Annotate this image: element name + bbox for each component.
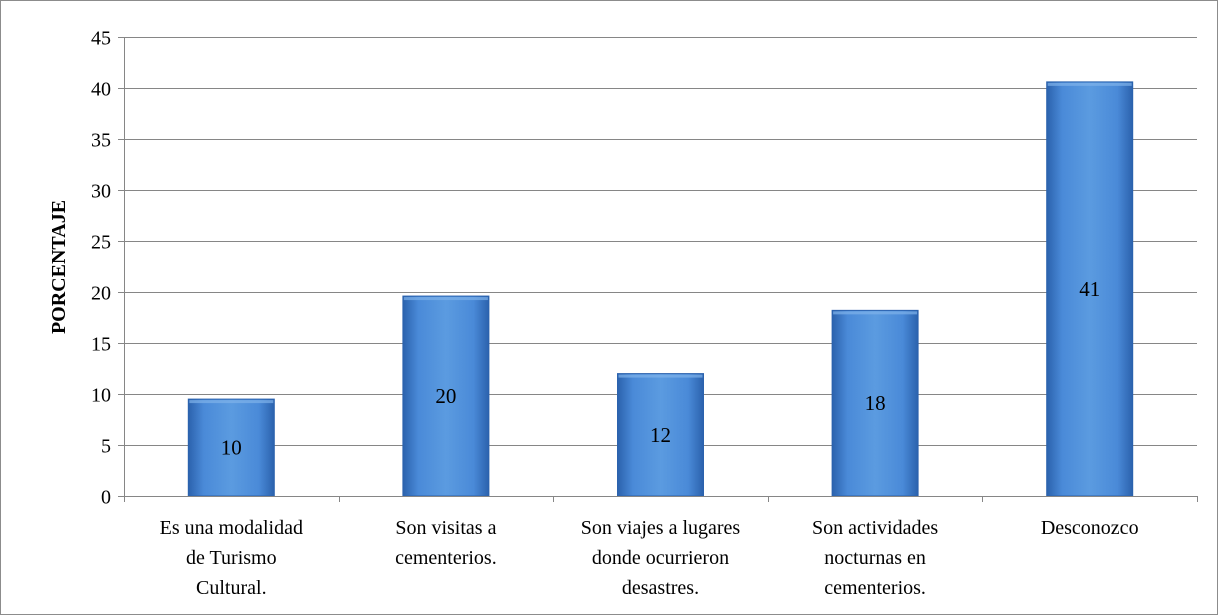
data-label: 12 xyxy=(650,423,671,447)
x-category-label: cementerios. xyxy=(395,547,497,569)
bar-highlight xyxy=(833,311,918,315)
x-category-label: Es una modalidad xyxy=(160,517,303,539)
y-tick-label: 0 xyxy=(101,487,111,509)
x-category-label: desastres. xyxy=(622,577,699,599)
y-tick-label: 35 xyxy=(91,130,111,152)
bar-highlight xyxy=(1047,82,1132,86)
y-tick-label: 25 xyxy=(91,232,111,254)
y-tick-label: 45 xyxy=(91,28,111,50)
y-tick-label: 20 xyxy=(91,283,111,305)
x-category-label: nocturnas en xyxy=(824,547,926,569)
x-category-label: Son visitas a xyxy=(395,517,496,539)
bar xyxy=(1046,81,1134,497)
x-category-label: Son actividades xyxy=(812,517,938,539)
x-category-label: Son viajes a lugares xyxy=(581,517,741,539)
x-category-label: de Turismo xyxy=(186,547,277,569)
y-tick-label: 40 xyxy=(91,79,111,101)
y-tick-label: 30 xyxy=(91,181,111,203)
bar-highlight xyxy=(618,374,703,378)
y-tick-label: 10 xyxy=(91,385,111,407)
y-axis-title: PORCENTAJE xyxy=(48,200,70,334)
labels: 0 5 10 15 20 25 30 35 40 45 10 Es una modalidad de T… xyxy=(91,28,1139,600)
bar-highlight xyxy=(403,297,488,301)
axes xyxy=(118,37,1198,502)
x-category-label: Desconozco xyxy=(1041,517,1139,539)
gridlines xyxy=(124,37,1197,446)
x-category-label: cementerios. xyxy=(824,577,926,599)
data-label: 10 xyxy=(221,436,242,460)
x-category-label: Cultural. xyxy=(196,577,267,599)
bar xyxy=(831,309,919,497)
data-label: 41 xyxy=(1079,277,1100,301)
y-tick-label: 15 xyxy=(91,334,111,356)
bar-highlight xyxy=(189,400,274,404)
data-label: 18 xyxy=(865,391,886,415)
x-category-label: donde ocurrieron xyxy=(592,547,729,569)
bar xyxy=(617,373,704,497)
data-label: 20 xyxy=(435,384,456,408)
y-tick-label: 5 xyxy=(101,436,111,458)
bar xyxy=(402,295,490,497)
bars xyxy=(187,81,1134,497)
